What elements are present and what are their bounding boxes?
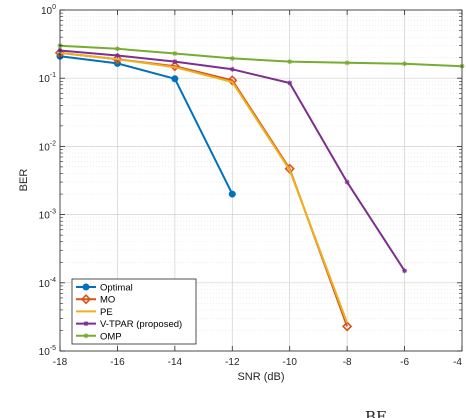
data-point-omp — [172, 51, 178, 57]
plot-frame — [59, 9, 463, 352]
x-tick-label: -12 — [225, 357, 240, 368]
series-line-optimal — [59, 55, 234, 195]
data-point-v-tpar-proposed — [114, 53, 120, 59]
y-axis-label: BER — [18, 169, 30, 192]
x-tick-label: -18 — [53, 357, 68, 368]
data-point-omp — [402, 61, 408, 67]
x-tick-label: -8 — [343, 357, 352, 368]
series-line-omp — [59, 44, 463, 68]
legend-marker-mo — [80, 294, 92, 305]
x-axis-label: SNR (dB) — [237, 371, 284, 383]
data-point-mo — [112, 54, 123, 65]
data-point-optimal — [171, 75, 179, 83]
caption-fragment: BE — [365, 408, 387, 418]
data-point-v-tpar-proposed — [287, 80, 293, 86]
legend-label-pe: PE — [100, 307, 113, 318]
y-tick-label: 10-3 — [39, 209, 56, 222]
data-point-optimal — [228, 190, 236, 198]
x-tick-label: -4 — [453, 357, 462, 368]
axis-tick-labels: 100 10-1 10-2 10-3 10-4 10-5-18 -16 -14 -12 -10 -8… — [39, 4, 463, 368]
data-point-omp — [287, 59, 293, 65]
y-tick-label: 100 — [41, 4, 56, 17]
data-point-mo — [342, 321, 353, 332]
legend-label-optimal: Optimal — [100, 283, 133, 294]
data-point-mo — [227, 75, 238, 86]
data-point-v-tpar-proposed — [402, 268, 408, 274]
data-point-omp — [114, 46, 120, 52]
x-tick-label: -16 — [110, 357, 125, 368]
x-tick-label: -14 — [168, 357, 183, 368]
y-tick-label: 10-2 — [39, 140, 56, 153]
data-point-v-tpar-proposed — [344, 179, 350, 185]
legend-label-omp: OMP — [100, 331, 122, 342]
axis-ticks — [59, 9, 463, 352]
y-tick-label: 10-4 — [39, 277, 56, 290]
y-tick-label: 10-5 — [39, 345, 56, 358]
legend-marker-omp — [83, 333, 89, 339]
series-line-pe — [59, 51, 349, 324]
y-tick-label: 10-1 — [39, 72, 56, 85]
x-tick-label: -6 — [400, 357, 409, 368]
data-point-v-tpar-proposed — [229, 66, 235, 72]
legend-marker-optimal — [82, 283, 90, 291]
x-tick-label: -10 — [282, 357, 297, 368]
legend-label-mo: MO — [100, 295, 115, 306]
legend-label-v-tpar-proposed: V-TPAR (proposed) — [100, 319, 182, 330]
legend-marker-v-tpar-proposed — [83, 321, 89, 327]
data-point-omp — [344, 60, 350, 66]
data-point-v-tpar-proposed — [172, 59, 178, 65]
data-point-mo — [169, 61, 180, 72]
data-point-omp — [229, 55, 235, 61]
